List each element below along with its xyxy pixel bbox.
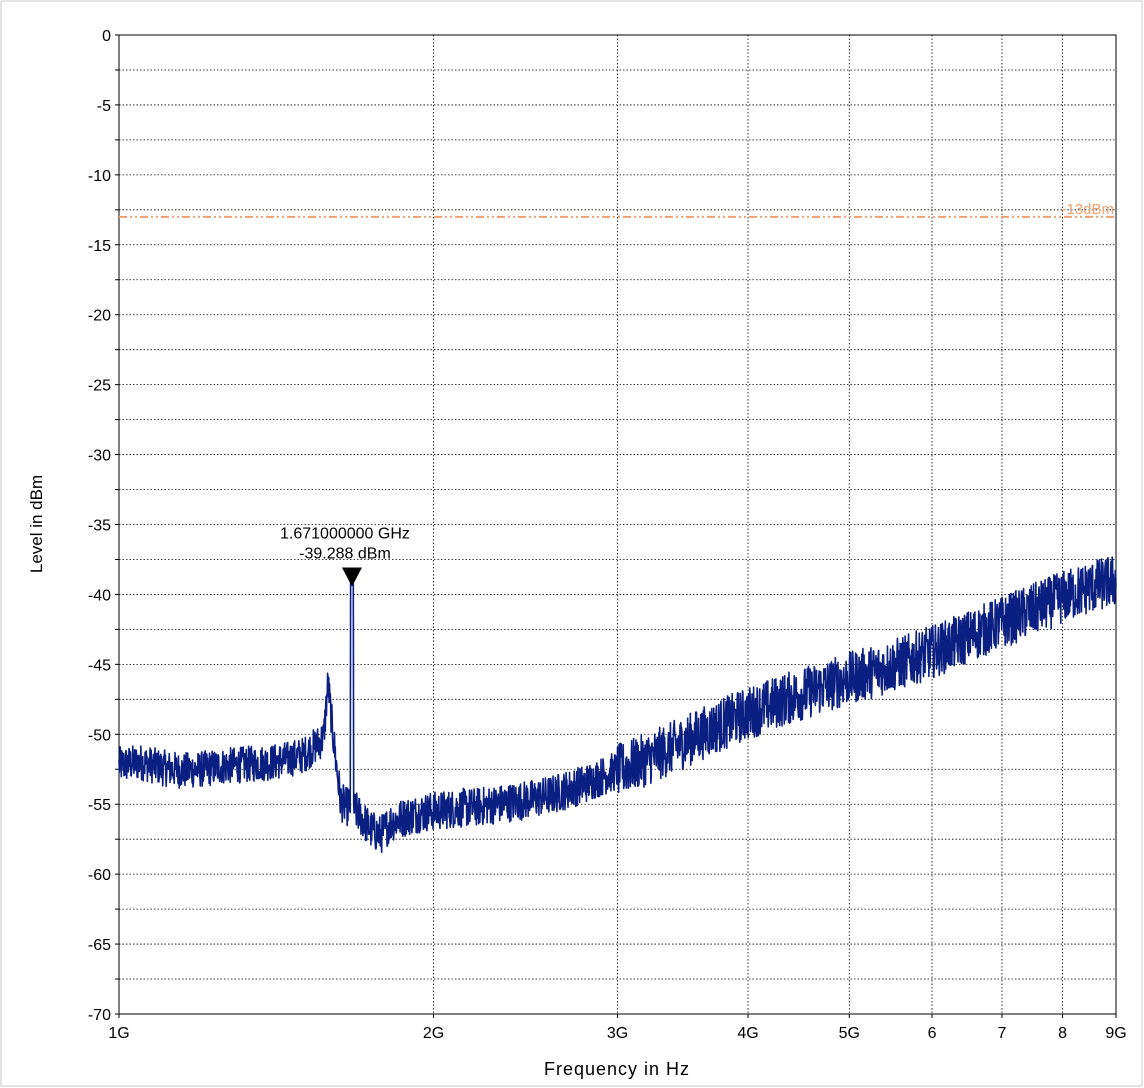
y-tick-label: -45: [88, 657, 111, 674]
x-tick-label: 2G: [423, 1025, 444, 1042]
marker-level-label: -39.288 dBm: [299, 545, 391, 562]
x-tick-label: 4G: [737, 1025, 758, 1042]
y-tick-label: -5: [97, 98, 111, 115]
y-tick-label: -55: [88, 797, 111, 814]
x-tick-label: 7: [998, 1025, 1007, 1042]
x-tick-label: 1G: [108, 1025, 129, 1042]
y-tick-label: -50: [88, 727, 111, 744]
y-tick-label: -20: [88, 308, 111, 325]
x-axis-label: Frequency in Hz: [544, 1059, 690, 1079]
trace-group: [118, 556, 1117, 854]
x-tick-labels: 1G 2G 3G 4G 5G 6 7 8 9G: [108, 1025, 1126, 1042]
marker-triangle: [341, 567, 362, 587]
y-tick-label: -35: [88, 518, 111, 535]
x-tick-label: 9G: [1105, 1025, 1126, 1042]
y-tick-label: -25: [88, 378, 111, 395]
x-tick-label: 3G: [607, 1025, 628, 1042]
y-axis-label: Level in dBm: [27, 475, 46, 573]
y-tick-label: -15: [88, 238, 111, 255]
y-tick-label: 0: [102, 28, 111, 45]
y-tick-label: -10: [88, 168, 111, 185]
x-tick-label: 5G: [839, 1025, 860, 1042]
y-tick-labels: 0 -5 -10 -15 -20 -25 -30 -35 -40 -45 -50 -55 -60 -65 -…: [88, 28, 111, 1024]
y-tick-label: -30: [88, 448, 111, 465]
grid-lines: [115, 34, 1117, 1018]
limit-line-label: -13dBm: [1061, 201, 1114, 218]
y-tick-label: -60: [88, 867, 111, 884]
trace-line: [118, 556, 1117, 854]
limit-line-group: -13dBm: [119, 201, 1116, 218]
marker-group: 1.671000000 GHz -39.288 dBm: [280, 525, 410, 587]
marker-frequency-label: 1.671000000 GHz: [280, 525, 410, 542]
x-tick-label: 6: [928, 1025, 937, 1042]
x-tick-label: 8: [1058, 1025, 1067, 1042]
y-tick-label: -65: [88, 937, 111, 954]
y-tick-label: -70: [88, 1007, 111, 1024]
y-tick-label: -40: [88, 587, 111, 604]
